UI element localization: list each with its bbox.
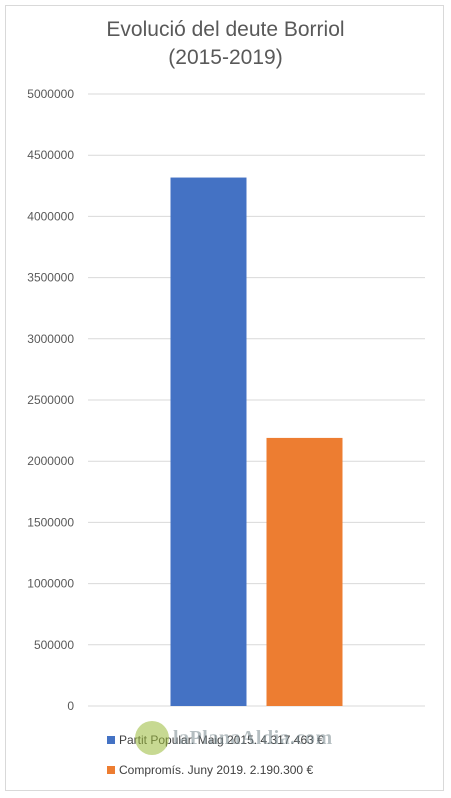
y-tick-label: 4000000 <box>27 209 74 223</box>
bars <box>170 177 343 706</box>
y-tick-label: 5000000 <box>27 87 74 101</box>
gridlines <box>88 93 425 707</box>
legend-label-partit-popular: Partit Popular. Maig 2015. 4.317.463 € <box>119 733 324 747</box>
y-tick-label: 3500000 <box>27 271 74 285</box>
bar-partit-popular <box>170 177 247 706</box>
y-tick-label: 2500000 <box>27 393 74 407</box>
y-tick-label: 500000 <box>34 638 74 652</box>
y-tick-label: 3000000 <box>27 332 74 346</box>
y-tick-label: 4500000 <box>27 148 74 162</box>
legend-item-partit-popular: Partit Popular. Maig 2015. 4.317.463 € <box>107 733 324 747</box>
y-tick-label: 0 <box>67 699 74 713</box>
legend-swatch-partit-popular <box>107 736 115 744</box>
legend-swatch-compromis <box>107 766 115 774</box>
legend-label-compromis: Compromís. Juny 2019. 2.190.300 € <box>119 763 314 777</box>
y-tick-label: 1000000 <box>27 577 74 591</box>
y-axis-tick-labels: 0 500000 1000000 1500000 2000000 2500000 30000… <box>27 87 74 713</box>
y-tick-label: 1500000 <box>27 515 74 529</box>
chart-title: Evolució del deute Borriol (2015-2019) <box>106 18 345 69</box>
legend-item-compromis: Compromís. Juny 2019. 2.190.300 € <box>107 763 313 777</box>
bar-compromis <box>266 437 343 706</box>
y-tick-label: 2000000 <box>27 454 74 468</box>
